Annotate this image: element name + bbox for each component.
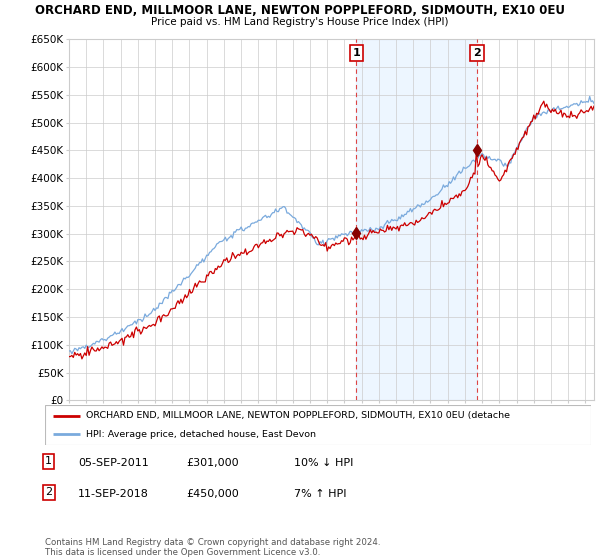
Text: Contains HM Land Registry data © Crown copyright and database right 2024.
This d: Contains HM Land Registry data © Crown c…	[45, 538, 380, 557]
Text: 05-SEP-2011: 05-SEP-2011	[78, 458, 149, 468]
Text: 1: 1	[45, 456, 52, 466]
Text: 7% ↑ HPI: 7% ↑ HPI	[294, 489, 347, 499]
Text: ORCHARD END, MILLMOOR LANE, NEWTON POPPLEFORD, SIDMOUTH, EX10 0EU: ORCHARD END, MILLMOOR LANE, NEWTON POPPL…	[35, 4, 565, 17]
Bar	[356, 39, 477, 400]
Text: 2: 2	[473, 48, 481, 58]
Text: ORCHARD END, MILLMOOR LANE, NEWTON POPPLEFORD, SIDMOUTH, EX10 0EU (detache: ORCHARD END, MILLMOOR LANE, NEWTON POPPL…	[86, 411, 510, 420]
Text: 10% ↓ HPI: 10% ↓ HPI	[294, 458, 353, 468]
Text: 11-SEP-2018: 11-SEP-2018	[78, 489, 149, 499]
Text: 1: 1	[353, 48, 361, 58]
Text: £450,000: £450,000	[186, 489, 239, 499]
Text: £301,000: £301,000	[186, 458, 239, 468]
Text: HPI: Average price, detached house, East Devon: HPI: Average price, detached house, East…	[86, 430, 316, 439]
Text: 2: 2	[45, 487, 52, 497]
Text: Price paid vs. HM Land Registry's House Price Index (HPI): Price paid vs. HM Land Registry's House …	[151, 17, 449, 27]
